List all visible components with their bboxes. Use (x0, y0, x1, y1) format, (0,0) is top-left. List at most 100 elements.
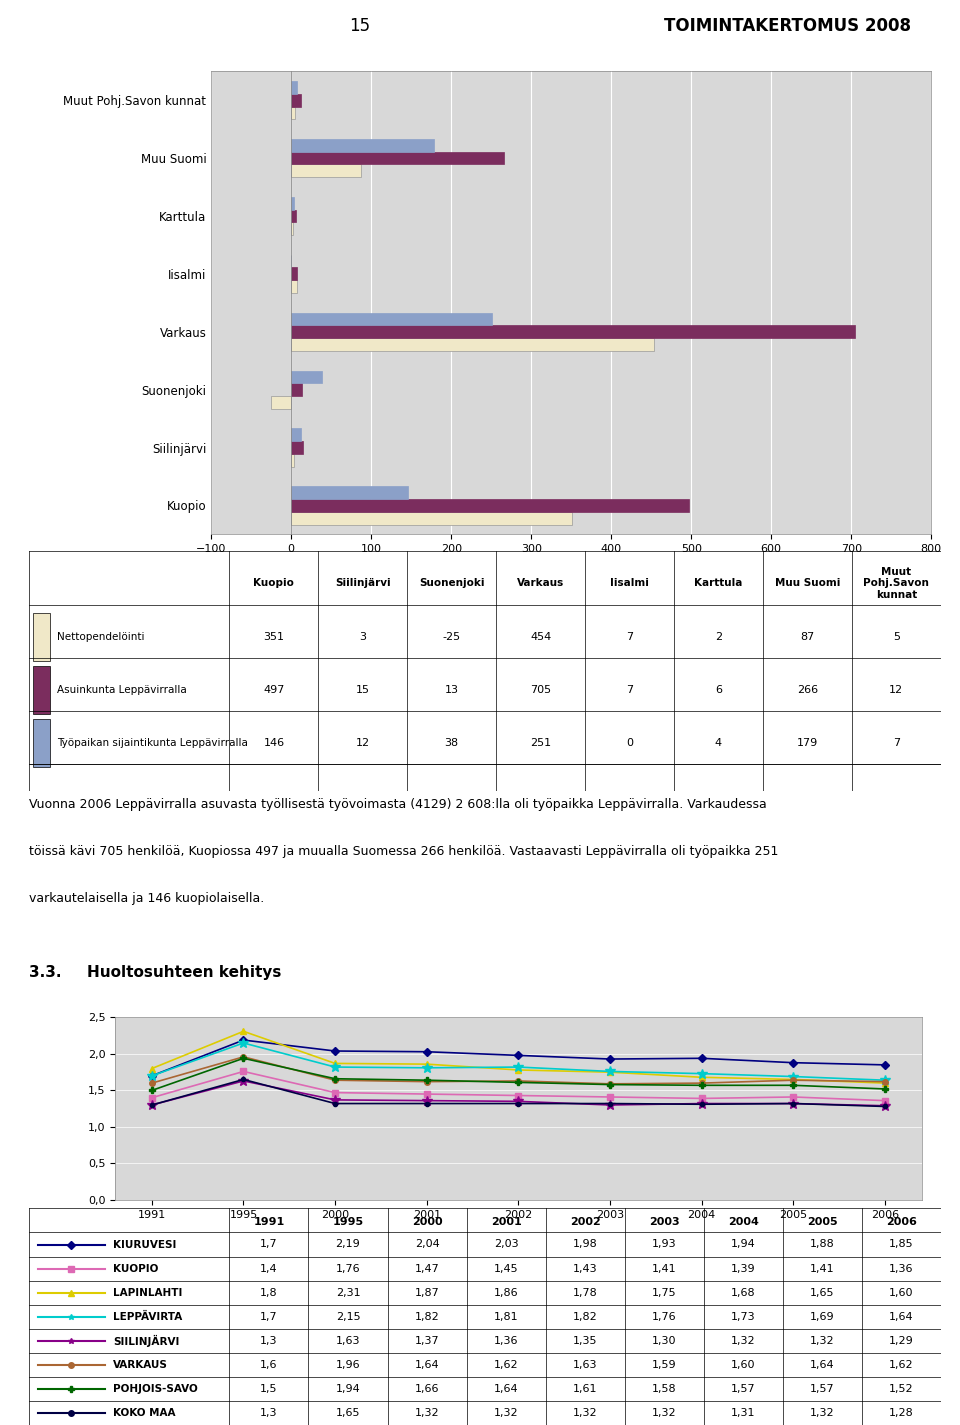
Text: 1995: 1995 (332, 1217, 364, 1227)
Text: 2006: 2006 (886, 1217, 917, 1227)
Text: 1,32: 1,32 (493, 1408, 518, 1418)
KOKO MAA (238, 1072, 250, 1089)
KOKO MAA (787, 1094, 799, 1112)
SIILINJÄRVI (146, 1096, 157, 1113)
Text: 251: 251 (530, 738, 551, 748)
Text: 1,8: 1,8 (260, 1288, 277, 1298)
Text: 1,57: 1,57 (731, 1384, 756, 1394)
Text: 1,7: 1,7 (260, 1240, 277, 1250)
Text: 3: 3 (359, 631, 367, 641)
Text: 1,37: 1,37 (415, 1335, 440, 1345)
Text: 87: 87 (801, 631, 814, 641)
Text: 1,64: 1,64 (810, 1359, 834, 1369)
POHJOIS-SAVO (696, 1077, 708, 1094)
Text: Siilinjärvi: Siilinjärvi (335, 579, 391, 589)
LEPPÄVIRTA (421, 1059, 433, 1076)
Text: 1,3: 1,3 (260, 1408, 277, 1418)
Text: LEPPÄVIRTA: LEPPÄVIRTA (113, 1311, 182, 1322)
KUOPIO (146, 1089, 157, 1106)
Text: -25: -25 (443, 631, 461, 641)
KIURUVESI (146, 1067, 157, 1084)
KIURUVESI (421, 1043, 433, 1060)
Text: 1,31: 1,31 (731, 1408, 756, 1418)
Text: 1,5: 1,5 (260, 1384, 277, 1394)
Text: 1,66: 1,66 (415, 1384, 440, 1394)
POHJOIS-SAVO (604, 1076, 615, 1093)
Text: 1,82: 1,82 (573, 1311, 597, 1322)
VARKAUS (329, 1072, 341, 1089)
Text: 1,68: 1,68 (731, 1288, 756, 1298)
KOKO MAA (513, 1094, 524, 1112)
KOKO MAA (146, 1096, 157, 1113)
Bar (291, 164, 361, 177)
Text: 1,94: 1,94 (336, 1384, 360, 1394)
Bar (291, 429, 300, 442)
Text: 1,62: 1,62 (493, 1359, 518, 1369)
Text: 1,29: 1,29 (889, 1335, 914, 1345)
Bar (291, 197, 295, 209)
LAPINLAHTI (696, 1069, 708, 1086)
Bar (291, 442, 303, 455)
Text: KIURUVESI: KIURUVESI (113, 1240, 177, 1250)
Text: TOIMINTAKERTOMUS 2008: TOIMINTAKERTOMUS 2008 (663, 17, 911, 36)
Text: 1,36: 1,36 (493, 1335, 518, 1345)
KUOPIO (604, 1089, 615, 1106)
Text: Varkaus: Varkaus (517, 579, 564, 589)
Text: 15: 15 (356, 685, 370, 695)
POHJOIS-SAVO (146, 1082, 157, 1099)
Text: 1,60: 1,60 (889, 1288, 914, 1298)
Bar (34, 720, 50, 767)
Text: Asuinkunta Leppävirralla: Asuinkunta Leppävirralla (57, 685, 187, 695)
Text: 13: 13 (444, 685, 459, 695)
Line: POHJOIS-SAVO: POHJOIS-SAVO (149, 1056, 888, 1093)
Text: 1,73: 1,73 (731, 1311, 756, 1322)
KIURUVESI (879, 1056, 891, 1073)
SIILINJÄRVI (238, 1073, 250, 1090)
Text: 2000: 2000 (412, 1217, 443, 1227)
Text: 1,76: 1,76 (652, 1311, 677, 1322)
Line: LAPINLAHTI: LAPINLAHTI (149, 1029, 888, 1086)
Line: KOKO MAA: KOKO MAA (150, 1077, 887, 1109)
Text: 1,35: 1,35 (573, 1335, 597, 1345)
Line: KIURUVESI: KIURUVESI (149, 1037, 888, 1079)
Text: 1,93: 1,93 (652, 1240, 677, 1250)
Text: 1,82: 1,82 (415, 1311, 440, 1322)
Text: 1,98: 1,98 (573, 1240, 597, 1250)
KIURUVESI (604, 1050, 615, 1067)
Text: 1,39: 1,39 (731, 1264, 756, 1274)
KUOPIO (696, 1090, 708, 1107)
Bar (291, 209, 296, 222)
Text: 1,86: 1,86 (493, 1288, 518, 1298)
Text: 146: 146 (263, 738, 284, 748)
LAPINLAHTI (604, 1063, 615, 1080)
Text: VARKAUS: VARKAUS (113, 1359, 168, 1369)
Text: 1,87: 1,87 (415, 1288, 440, 1298)
Bar (291, 268, 297, 281)
VARKAUS (879, 1073, 891, 1090)
Text: 1,61: 1,61 (573, 1384, 597, 1394)
Text: SIILINJÄRVI: SIILINJÄRVI (113, 1335, 180, 1347)
Bar (291, 383, 301, 396)
Line: LEPPÄVIRTA: LEPPÄVIRTA (147, 1039, 890, 1084)
VARKAUS (696, 1074, 708, 1092)
Bar (291, 325, 855, 338)
Text: 2002: 2002 (569, 1217, 601, 1227)
Text: 1,65: 1,65 (336, 1408, 360, 1418)
Text: töissä kävi 705 henkilöä, Kuopiossa 497 ja muualla Suomessa 266 henkilöä. Vastaa: töissä kävi 705 henkilöä, Kuopiossa 497 … (29, 845, 779, 858)
Text: 5: 5 (893, 631, 900, 641)
Line: KUOPIO: KUOPIO (149, 1069, 888, 1103)
KUOPIO (329, 1084, 341, 1102)
Text: Suonenjoki: Suonenjoki (419, 579, 485, 589)
Text: TYÖSSÄKÄYNTILIIKENNE V. 2006: TYÖSSÄKÄYNTILIIKENNE V. 2006 (334, 77, 636, 94)
SIILINJÄRVI (604, 1096, 615, 1113)
Text: 1991: 1991 (253, 1217, 284, 1227)
Text: 7: 7 (626, 685, 634, 695)
LAPINLAHTI (329, 1054, 341, 1072)
SIILINJÄRVI (696, 1094, 708, 1112)
LEPPÄVIRTA (696, 1064, 708, 1082)
Bar (291, 281, 297, 294)
Text: POHJOIS-SAVO: POHJOIS-SAVO (113, 1384, 198, 1394)
Text: 0: 0 (626, 738, 633, 748)
POHJOIS-SAVO (421, 1072, 433, 1089)
Text: 1,94: 1,94 (731, 1240, 756, 1250)
